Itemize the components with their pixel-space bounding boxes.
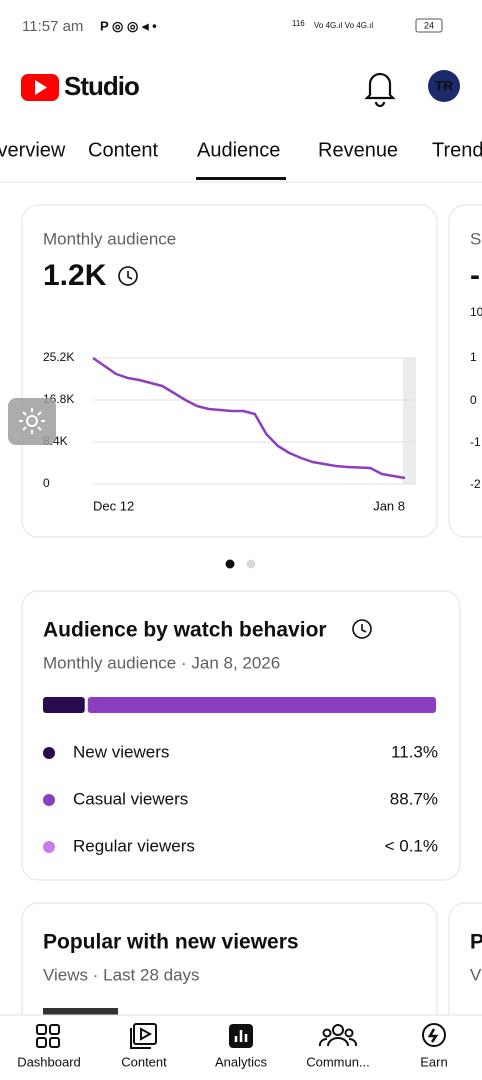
y-tick-label: 25.2K — [43, 350, 74, 364]
bell-icon[interactable] — [364, 72, 396, 108]
y-tick-label: 0 — [43, 476, 50, 490]
pager-dot — [225, 559, 235, 569]
nav-icon-content — [130, 1023, 157, 1049]
x-tick-label: Dec 12 — [93, 498, 134, 513]
tab[interactable]: Audience — [197, 139, 280, 161]
status-signal: Vo 4G.ıl Vo 4G.ıl — [314, 21, 373, 30]
card-title: Popular with new viewers — [43, 931, 299, 954]
nav-icon-earn — [422, 1023, 446, 1047]
card-value: 1.2K — [43, 259, 107, 292]
value-label: 11.3% — [391, 742, 438, 761]
tab-bar: Overview Content Audience Revenue Trends — [0, 139, 482, 161]
watch-card[interactable] — [21, 590, 461, 881]
tab[interactable]: Content — [88, 139, 158, 161]
legend-label: Casual viewers — [73, 789, 188, 808]
line — [92, 356, 406, 480]
clock-icon — [118, 266, 138, 286]
nav-icon-bars — [234, 1030, 248, 1042]
logo-play — [35, 80, 47, 95]
peek-card[interactable] — [448, 204, 482, 538]
battery-level: 24 — [424, 20, 434, 30]
status-speed: 116 — [292, 19, 305, 28]
clock-icon — [352, 619, 372, 639]
status-icons: P ◎ ◎ ◂ • — [100, 18, 157, 33]
peek-label: 10 — [470, 305, 482, 319]
legend-label: Regular viewers — [73, 836, 195, 855]
legend-dot — [43, 747, 55, 759]
current-highlight — [403, 358, 416, 484]
card-subtitle: Views · Last 28 days — [43, 965, 200, 984]
peek-value: - — [470, 259, 480, 292]
app-name: Studio — [64, 71, 139, 101]
nav-icon-community — [318, 1024, 358, 1047]
peek-label: 0 — [470, 393, 477, 407]
tab-indicator — [196, 177, 286, 180]
floating-icon — [19, 408, 45, 434]
tab[interactable]: Trends — [432, 139, 482, 161]
card-title: Monthly audience — [43, 229, 176, 248]
bar-segment — [87, 697, 437, 713]
peek-title: S — [470, 229, 481, 248]
tab[interactable]: Revenue — [318, 139, 398, 161]
card-subtitle: Monthly audience · Jan 8, 2026 — [43, 653, 280, 672]
peek-label: -2 — [470, 477, 481, 491]
floating-button[interactable] — [8, 398, 56, 445]
legend-label: New viewers — [73, 742, 169, 761]
battery — [415, 18, 443, 33]
audience-card[interactable] — [21, 204, 438, 538]
legend-dot — [43, 794, 55, 806]
legend-dot — [43, 841, 55, 853]
avatar[interactable] — [428, 70, 460, 102]
nav-label[interactable]: Content — [121, 1054, 167, 1069]
nav-label[interactable]: Earn — [420, 1054, 447, 1069]
video-thumbnail[interactable] — [43, 1008, 118, 1018]
peek-title: P — [470, 931, 482, 954]
x-tick-label: Jan 8 — [373, 498, 405, 513]
status-time: 11:57 am — [22, 18, 83, 35]
stacked-bar-chart: New viewers 11.3% Casual viewers 88.7% Regul… — [43, 697, 438, 855]
pager-dot — [246, 559, 256, 569]
bar-segment — [43, 697, 85, 713]
card-title: Audience by watch behavior — [43, 619, 327, 642]
value-label: 88.7% — [390, 789, 438, 808]
nav-label[interactable]: Analytics — [215, 1054, 268, 1069]
peek-label: -1 — [470, 435, 481, 449]
avatar-initials: TR — [435, 78, 454, 94]
peek-subtitle: V — [470, 965, 482, 984]
value-label: < 0.1% — [385, 836, 438, 855]
nav-icon-dashboard — [36, 1024, 60, 1048]
tab[interactable]: Overview — [0, 139, 66, 161]
nav-label[interactable]: Commun... — [306, 1054, 370, 1069]
peek-label: 1 — [470, 350, 477, 364]
nav-label[interactable]: Dashboard — [17, 1054, 81, 1069]
nav-labels: Dashboard Content Analytics Commun... Earn — [17, 1054, 448, 1069]
